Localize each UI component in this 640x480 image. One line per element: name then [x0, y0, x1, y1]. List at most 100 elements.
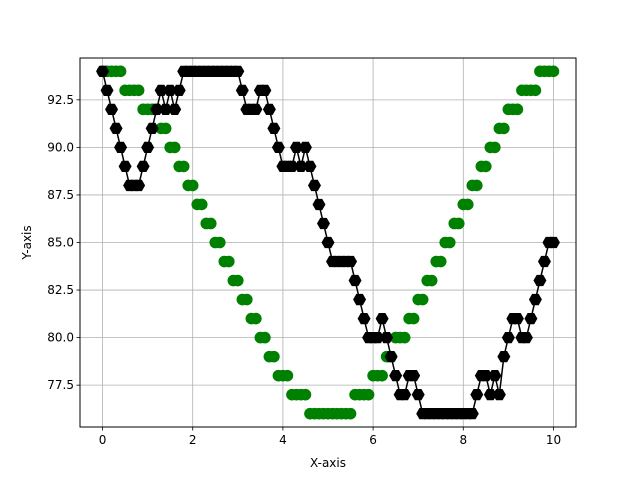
data-point: [186, 179, 199, 192]
data-point: [452, 217, 465, 230]
data-point: [132, 84, 145, 97]
data-point: [425, 274, 438, 287]
data-point: [195, 198, 208, 211]
data-point: [114, 65, 127, 78]
data-point: [376, 369, 388, 382]
data-point: [249, 103, 263, 115]
data-point: [357, 312, 371, 325]
data-point: [471, 179, 483, 192]
data-point: [223, 255, 235, 268]
data-point: [510, 312, 524, 325]
data-point: [177, 160, 190, 173]
data-point: [362, 388, 375, 401]
data-point: [353, 293, 367, 306]
data-point: [483, 389, 497, 401]
x-tick-label: 10: [546, 433, 561, 447]
data-point: [524, 312, 538, 325]
y-tick-label: 92.5: [47, 93, 74, 107]
data-point: [312, 198, 326, 211]
data-point: [303, 160, 317, 173]
data-point: [407, 370, 421, 382]
data-point: [159, 122, 172, 135]
data-point: [141, 141, 155, 154]
data-point: [259, 331, 271, 344]
data-point: [271, 141, 285, 154]
data-point: [501, 331, 515, 344]
data-point: [461, 198, 474, 211]
data-point: [407, 312, 420, 325]
data-point: [250, 312, 262, 325]
data-point: [533, 274, 547, 287]
data-point: [434, 255, 447, 268]
data-point: [479, 370, 493, 382]
data-point: [262, 103, 276, 115]
data-point: [380, 331, 394, 344]
data-point: [231, 65, 245, 77]
data-point: [348, 274, 362, 287]
data-point: [267, 122, 281, 135]
data-point: [159, 103, 173, 115]
data-point: [492, 389, 506, 401]
data-point: [150, 103, 164, 115]
data-point: [498, 122, 510, 135]
data-point: [488, 370, 502, 382]
data-point: [398, 389, 412, 401]
data-point: [528, 293, 542, 306]
data-point: [511, 103, 524, 116]
data-point: [163, 84, 177, 96]
data-point: [497, 350, 511, 363]
data-point: [145, 122, 159, 135]
x-tick-label: 6: [369, 433, 377, 447]
data-point: [389, 370, 403, 382]
data-point: [344, 255, 358, 268]
data-point: [299, 388, 312, 401]
data-point: [168, 141, 181, 154]
data-point: [294, 160, 308, 173]
data-point: [109, 122, 123, 135]
data-point: [375, 312, 389, 325]
data-point: [136, 160, 150, 173]
data-point: [470, 389, 484, 401]
y-tick-label: 90.0: [47, 140, 74, 154]
data-point: [298, 141, 312, 154]
tick-marks: [76, 99, 554, 431]
data-point: [154, 84, 168, 96]
x-tick-label: 4: [279, 433, 287, 447]
data-point: [443, 236, 456, 249]
data-point: [316, 217, 330, 230]
data-point: [416, 293, 429, 306]
x-tick-label: 8: [459, 433, 467, 447]
data-point: [537, 255, 551, 268]
series-1: [96, 65, 560, 420]
x-tick-label: 0: [99, 433, 107, 447]
y-tick-label: 80.0: [47, 331, 74, 345]
x-axis-label: X-axis: [310, 456, 346, 470]
data-point: [411, 389, 425, 401]
data-point: [235, 84, 249, 96]
data-point: [118, 160, 132, 173]
data-point: [132, 179, 146, 192]
y-tick-label: 87.5: [47, 188, 74, 202]
data-point: [547, 65, 560, 78]
data-point: [285, 160, 299, 173]
data-point: [398, 331, 411, 344]
data-point: [281, 369, 294, 382]
data-point: [100, 84, 114, 96]
data-point: [529, 84, 542, 97]
data-point: [204, 217, 217, 230]
data-point: [371, 331, 385, 344]
data-point: [519, 331, 533, 344]
data-point: [213, 236, 226, 249]
data-point: [114, 141, 128, 154]
data-point: [241, 293, 253, 306]
data-point: [480, 160, 492, 173]
y-axis-label: Y-axis: [20, 225, 34, 260]
data-point: [96, 65, 110, 77]
tick-labels: 0 2 4 6 8 10 77.5 80.0 82.5 85.0 87.5 90.0 92.5: [47, 93, 561, 447]
data-point: [344, 407, 357, 420]
x-tick-label: 2: [189, 433, 197, 447]
data-point: [232, 274, 244, 287]
data-point: [384, 350, 398, 363]
y-tick-label: 82.5: [47, 283, 74, 297]
data-point: [489, 141, 501, 154]
